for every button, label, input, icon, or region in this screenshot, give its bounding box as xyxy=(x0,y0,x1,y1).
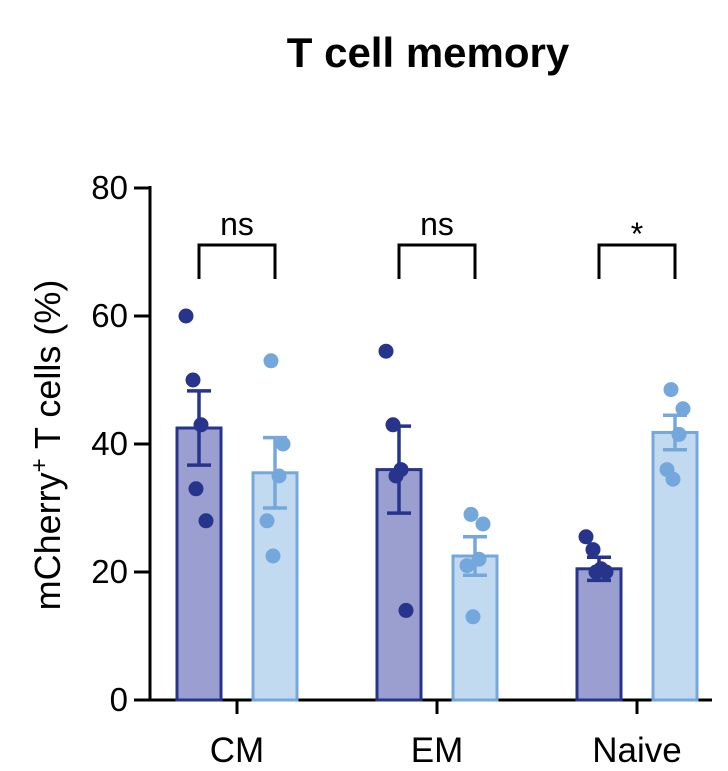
data-point xyxy=(665,471,681,487)
data-point xyxy=(259,513,275,529)
data-point xyxy=(198,513,214,529)
chart-title: T cell memory xyxy=(287,29,570,76)
data-point xyxy=(459,558,475,574)
data-point xyxy=(265,548,281,564)
x-tick-label: CM xyxy=(210,731,264,770)
x-tick-label: Naive xyxy=(592,731,681,770)
data-point xyxy=(388,468,404,484)
significance-bracket xyxy=(397,243,477,279)
data-point xyxy=(585,542,601,558)
significance-label: ns xyxy=(220,206,254,242)
y-tick-label: 0 xyxy=(110,681,128,718)
data-point xyxy=(263,353,279,369)
data-point xyxy=(675,401,691,417)
data-point xyxy=(671,426,687,442)
data-point xyxy=(178,308,194,324)
bar xyxy=(175,426,223,702)
plot-area: 0 20 40 60 80 CM ns EM ns Naive * xyxy=(91,169,712,770)
y-axis-label-superscript: + xyxy=(26,458,53,472)
bar xyxy=(651,430,699,702)
data-point xyxy=(598,564,614,580)
significance-bracket xyxy=(197,243,277,279)
y-axis-label-suffix: T cells (%) xyxy=(27,280,68,459)
data-point xyxy=(385,417,401,433)
data-point xyxy=(475,516,491,532)
y-axis-label: mCherry+ T cells (%) xyxy=(26,280,68,611)
y-tick-label: 60 xyxy=(91,297,128,334)
data-point xyxy=(398,602,414,618)
significance-label: ns xyxy=(420,206,454,242)
data-point xyxy=(663,382,679,398)
significance-bracket xyxy=(597,243,677,279)
significance-label: * xyxy=(631,216,643,252)
data-point xyxy=(275,436,291,452)
data-point xyxy=(193,417,209,433)
data-point xyxy=(465,609,481,625)
x-tick-label: EM xyxy=(411,731,464,770)
y-tick-label: 40 xyxy=(91,425,128,462)
y-axis-label-main: mCherry xyxy=(27,472,68,610)
data-point xyxy=(471,551,487,567)
bar xyxy=(251,471,299,702)
y-tick-label: 20 xyxy=(91,553,128,590)
data-point xyxy=(378,343,394,359)
y-tick-label: 80 xyxy=(91,169,128,206)
data-point xyxy=(271,468,287,484)
data-point xyxy=(188,481,204,497)
data-point xyxy=(578,529,594,545)
bar xyxy=(451,554,499,702)
data-point xyxy=(185,372,201,388)
bar xyxy=(575,567,623,702)
data-point xyxy=(463,506,479,522)
